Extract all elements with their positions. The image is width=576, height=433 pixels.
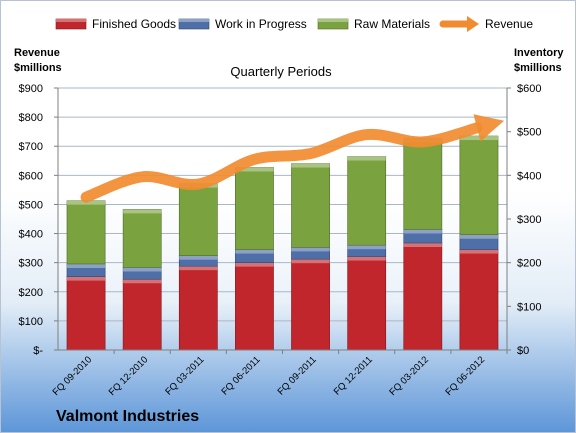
company-name: Valmont Industries [56,408,199,425]
legend-label: Raw Materials [354,17,430,31]
legend-label: Finished Goods [92,17,176,31]
category-label: FQ 09-2010 [51,354,95,398]
bar-segment-highlight [179,266,218,271]
left-tick-label: $500 [19,199,43,211]
legend-swatch-highlight [56,19,86,22]
bar-segment [459,249,499,351]
bar-segment [235,262,274,351]
category-label: FQ 03-2011 [163,354,206,397]
bar-segment-highlight [347,245,386,250]
bar-segment-highlight [291,259,330,264]
bar-segment-highlight [66,263,106,268]
bar-segment [347,256,387,351]
bar-segment-highlight [179,255,218,260]
left-axis-title-line1: Revenue [14,47,60,59]
bar-segment-highlight [459,234,499,239]
revenue-arrowhead [473,114,505,142]
left-tick-label: $800 [19,112,43,124]
left-tick-label: $600 [19,170,43,182]
bar-segment-highlight [403,243,442,248]
bar-segment-highlight [347,256,386,261]
right-tick-label: $500 [517,127,541,139]
bar-segment [66,200,106,265]
right-axis-title-line2: $millions [514,62,562,74]
bar-segment-highlight [291,247,330,252]
left-tick-label: $400 [19,229,43,241]
right-tick-label: $400 [517,170,541,182]
left-tick-label: $700 [19,141,43,153]
bar-segment-highlight [291,163,330,168]
right-tick-label: $600 [517,83,541,95]
left-tick-label: $- [33,345,43,357]
bar-segment-highlight [66,276,106,281]
category-label: FQ 12-2011 [332,354,375,397]
left-tick-label: $300 [19,258,43,270]
left-axis-title-line2: $millions [14,62,62,74]
category-label: FQ 03-2012 [387,354,431,398]
bar-segment-highlight [123,209,162,214]
legend-label: Revenue [485,17,533,31]
bar-segment-highlight [403,229,442,234]
category-label: FQ 06-2012 [443,354,487,398]
right-tick-label: $100 [517,301,541,313]
bar-segment-highlight [235,249,274,254]
right-axis-title-line1: Inventory [514,47,564,59]
right-tick-label: $0 [517,345,529,357]
bar-segment [403,137,443,230]
bar-segment [459,135,499,236]
bar-segment [291,163,330,248]
bar-segment [178,265,218,351]
category-label: FQ 12-2010 [107,354,151,398]
left-tick-label: $900 [19,83,43,95]
bar-segment [122,209,162,268]
bar-segment-highlight [459,136,499,141]
revenue-line [80,122,483,203]
legend-swatch-highlight [318,19,348,22]
bar-segment-highlight [235,167,274,172]
bar-segment [178,183,218,256]
bar-segment-highlight [459,249,499,254]
bar-segment [291,258,330,351]
bar-segment-highlight [235,262,274,267]
category-label: FQ 09-2011 [276,354,319,397]
legend-arrow-icon [467,16,479,32]
bar-segment [403,242,443,351]
bar-segment [235,167,274,250]
bar-segment-highlight [347,156,386,161]
right-tick-label: $200 [517,258,541,270]
left-tick-label: $200 [19,287,43,299]
right-tick-label: $300 [517,214,541,226]
bar-segment-highlight [123,267,162,272]
legend-swatch-highlight [179,19,209,22]
bar-segment [347,156,387,246]
left-tick-label: $100 [19,316,43,328]
category-label: FQ 06-2011 [219,354,262,397]
legend-label: Work in Progress [215,17,307,31]
bar-segment [122,278,162,351]
bar-segment [66,276,106,351]
chart-subtitle: Quarterly Periods [230,64,332,79]
bar-segment-highlight [123,279,162,284]
